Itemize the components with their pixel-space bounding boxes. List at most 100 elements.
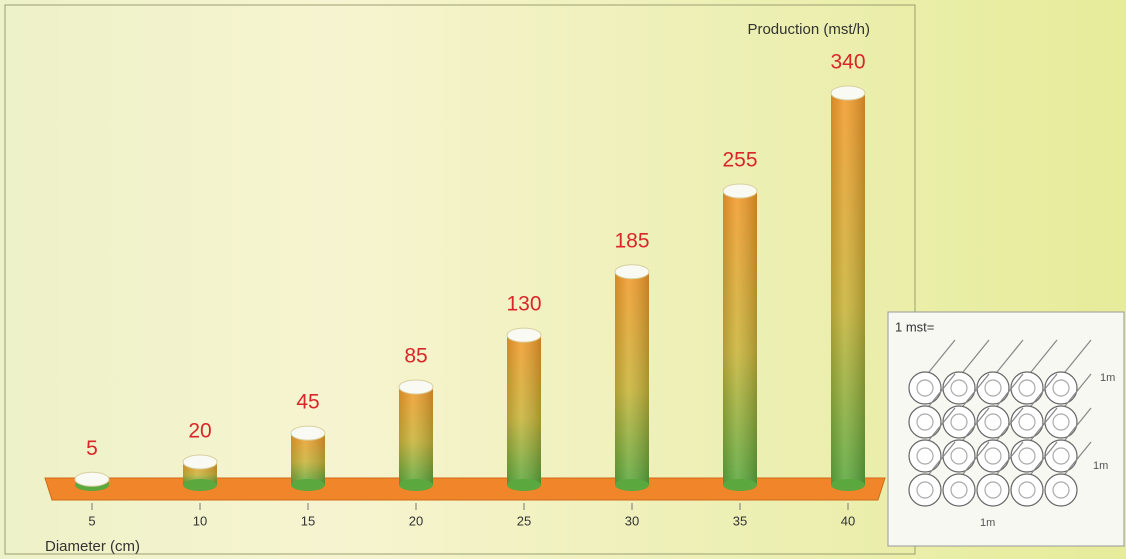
bar-bottom xyxy=(723,479,757,491)
bar xyxy=(506,327,542,491)
log-end xyxy=(976,439,1010,473)
value-label: 340 xyxy=(830,51,865,74)
log-body xyxy=(1064,441,1092,475)
bar-cap xyxy=(290,425,326,441)
value-label: 185 xyxy=(614,229,649,252)
chart-frame xyxy=(4,4,916,555)
log-ring xyxy=(1052,447,1070,465)
log-body xyxy=(962,339,990,373)
log-end xyxy=(1010,371,1044,405)
log-end xyxy=(1044,371,1078,405)
log-end xyxy=(1010,473,1044,507)
log-stack xyxy=(908,339,1092,507)
x-axis-title: Diameter (cm) xyxy=(45,538,140,555)
log-ring xyxy=(1018,413,1036,431)
bar-cap xyxy=(398,379,434,395)
x-tick-label: 20 xyxy=(409,513,423,528)
log-body xyxy=(1030,441,1058,475)
bar xyxy=(290,425,326,491)
log-ring xyxy=(916,379,934,397)
log-ring xyxy=(916,447,934,465)
log-end xyxy=(976,473,1010,507)
log-body xyxy=(928,407,956,441)
bar-cap xyxy=(74,471,110,487)
bar-shade xyxy=(291,433,325,485)
log-ring xyxy=(1018,481,1036,499)
log-end xyxy=(942,473,976,507)
log-body xyxy=(996,373,1024,407)
log-body xyxy=(928,373,956,407)
bar-cap xyxy=(506,327,542,343)
bar-bottom xyxy=(183,479,217,491)
bar-bottom xyxy=(615,479,649,491)
log-body xyxy=(1030,339,1058,373)
chart-title: Production (mst/h) xyxy=(747,21,870,38)
log-end xyxy=(1010,439,1044,473)
log-end xyxy=(942,405,976,439)
bar-cap xyxy=(722,183,758,199)
bar xyxy=(722,183,758,491)
log-body xyxy=(962,407,990,441)
log-end xyxy=(908,371,942,405)
log-end xyxy=(1044,405,1078,439)
inset: 1 mst= 1m 1m 1m xyxy=(887,311,1125,547)
log-end xyxy=(976,371,1010,405)
bar-shade xyxy=(831,93,865,485)
log-ring xyxy=(984,413,1002,431)
log-ring xyxy=(984,379,1002,397)
log-end xyxy=(942,439,976,473)
value-label: 85 xyxy=(404,345,427,368)
log-body xyxy=(962,441,990,475)
bar-bottom xyxy=(507,479,541,491)
x-tick-label: 35 xyxy=(733,513,747,528)
log-body xyxy=(1064,407,1092,441)
x-tick-label: 40 xyxy=(841,513,855,528)
bar-bottom xyxy=(831,479,865,491)
bar-cap xyxy=(182,454,218,470)
log-end xyxy=(976,405,1010,439)
bar xyxy=(830,85,866,491)
base-platform xyxy=(44,477,886,501)
value-label: 45 xyxy=(296,391,319,414)
log-body xyxy=(996,407,1024,441)
bar xyxy=(74,471,110,491)
log-end xyxy=(1010,405,1044,439)
value-label: 255 xyxy=(722,149,757,172)
log-body xyxy=(962,373,990,407)
log-body xyxy=(928,339,956,373)
log-ring xyxy=(1052,481,1070,499)
log-end xyxy=(1044,473,1078,507)
log-body xyxy=(1064,339,1092,373)
x-tick-label: 25 xyxy=(517,513,531,528)
log-body xyxy=(928,441,956,475)
log-ring xyxy=(950,481,968,499)
bar-shade xyxy=(615,271,649,485)
log-body xyxy=(996,441,1024,475)
bar-bottom xyxy=(291,479,325,491)
value-label: 130 xyxy=(506,293,541,316)
log-end xyxy=(908,473,942,507)
log-end xyxy=(908,439,942,473)
bar-shade xyxy=(507,335,541,485)
log-body xyxy=(1064,373,1092,407)
inset-dimension: 1m xyxy=(980,517,995,529)
log-ring xyxy=(916,413,934,431)
bar-shade xyxy=(723,191,757,485)
bar xyxy=(182,454,218,491)
log-body xyxy=(996,339,1024,373)
log-ring xyxy=(950,379,968,397)
bar xyxy=(398,379,434,491)
log-end xyxy=(908,405,942,439)
log-ring xyxy=(984,447,1002,465)
x-tick-label: 15 xyxy=(301,513,315,528)
bar xyxy=(614,264,650,491)
log-end xyxy=(942,371,976,405)
x-tick-label: 10 xyxy=(193,513,207,528)
bar-bottom xyxy=(399,479,433,491)
bar-cap xyxy=(614,264,650,280)
log-ring xyxy=(950,447,968,465)
inset-label: 1 mst= xyxy=(895,319,934,334)
log-ring xyxy=(1018,379,1036,397)
log-end xyxy=(1044,439,1078,473)
